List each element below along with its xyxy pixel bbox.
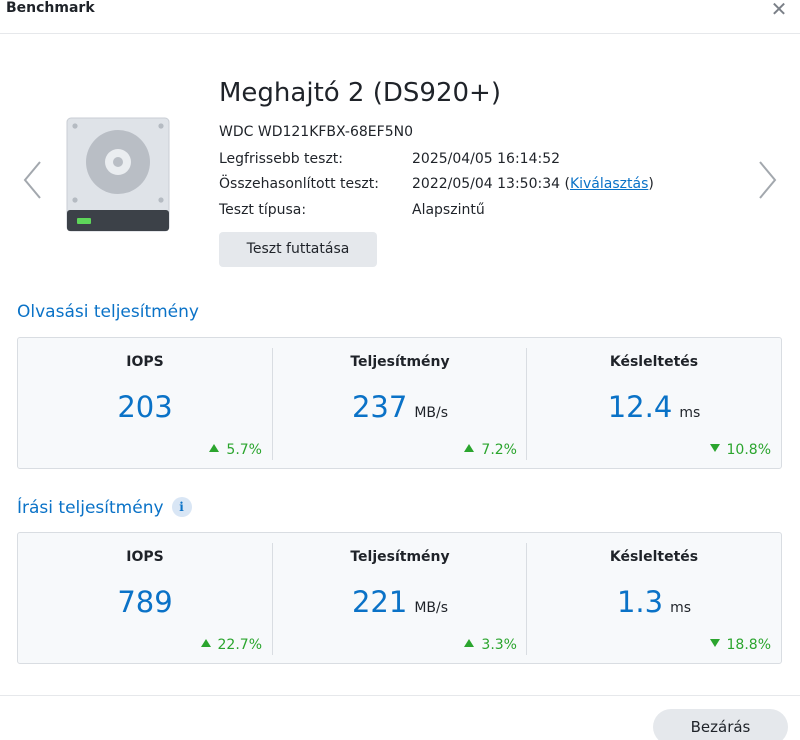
metric-value: 237 MB/s (273, 390, 527, 424)
metric-value: 1.3 ms (527, 585, 781, 619)
previous-drive-button[interactable] (20, 158, 46, 202)
metric-unit: ms (670, 600, 692, 616)
metric-unit: MB/s (414, 600, 449, 616)
metric-label: IOPS (126, 549, 164, 565)
metric-change-value: 10.8% (726, 442, 771, 458)
write-performance-panel: IOPS 789 22.7% Teljesítmény 221 MB/s 3.3%… (17, 532, 782, 664)
metric-change-value: 7.2% (481, 442, 517, 458)
metric-value: 203 (18, 390, 272, 424)
metric-label: Teljesítmény (350, 354, 450, 370)
drive-name: Meghajtó 2 (DS920+) (219, 78, 501, 108)
metric-label: Késleltetés (609, 354, 699, 370)
run-test-button[interactable]: Teszt futtatása (219, 232, 377, 267)
metric-label: Késleltetés (609, 549, 699, 565)
divider (526, 543, 527, 655)
metric-change-value: 5.7% (226, 442, 262, 458)
read-performance-panel: IOPS 203 5.7% Teljesítmény 237 MB/s 7.2% … (17, 337, 782, 469)
arrow-up-icon (209, 444, 220, 452)
metric-change-value: 3.3% (481, 637, 517, 653)
metric-value: 221 MB/s (273, 585, 527, 619)
info-icon[interactable]: i (171, 497, 192, 517)
footer-divider (0, 695, 800, 696)
divider (272, 348, 273, 460)
compared-open-paren: ( (560, 176, 570, 192)
close-button[interactable]: Bezárás (653, 709, 788, 740)
write-throughput-cell: Teljesítmény 221 MB/s 3.3% (273, 533, 527, 663)
close-icon[interactable]: ✕ (770, 0, 788, 21)
arrow-up-icon (464, 639, 475, 647)
write-latency-cell: Késleltetés 1.3 ms 18.8% (527, 533, 781, 663)
test-type-label: Teszt típusa: (219, 202, 307, 218)
chevron-left-icon (23, 161, 41, 199)
arrow-down-icon (709, 639, 720, 647)
window-title: Benchmark (6, 0, 95, 16)
metric-number: 203 (117, 390, 173, 424)
compared-close-paren: ) (648, 176, 654, 192)
metric-number: 789 (117, 585, 173, 619)
write-performance-label: Írási teljesítmény (17, 498, 164, 518)
compared-test-label: Összehasonlított teszt: (219, 176, 379, 192)
metric-change-value: 22.7% (217, 637, 262, 653)
select-comparison-link[interactable]: Kiválasztás (569, 176, 649, 192)
hard-drive-icon (66, 117, 170, 232)
metric-change: 10.8% (709, 442, 771, 458)
metric-label: Teljesítmény (350, 549, 450, 565)
test-type-value: Alapszintű (412, 202, 485, 218)
latest-test-row: Legfrissebb teszt: 2025/04/05 16:14:52 (219, 151, 560, 167)
metric-number: 221 (351, 585, 408, 619)
metric-value: 789 (18, 585, 272, 619)
metric-label: IOPS (126, 354, 164, 370)
metric-unit: MB/s (414, 405, 449, 421)
metric-change: 18.8% (709, 637, 771, 653)
metric-number: 237 (351, 390, 408, 424)
metric-change: 3.3% (464, 637, 517, 653)
metric-change-value: 18.8% (726, 637, 771, 653)
metric-number: 12.4 (607, 390, 673, 424)
divider (272, 543, 273, 655)
next-drive-button[interactable] (754, 158, 780, 202)
drive-led (77, 218, 91, 224)
drive-model: WDC WD121KFBX-68EF5N0 (219, 124, 413, 140)
metric-change: 22.7% (200, 637, 262, 653)
read-latency-cell: Késleltetés 12.4 ms 10.8% (527, 338, 781, 468)
title-bar: Benchmark ✕ (0, 0, 800, 34)
latest-test-value: 2025/04/05 16:14:52 (412, 151, 561, 167)
metric-value: 12.4 ms (527, 390, 781, 424)
compared-test-value: 2022/05/04 13:50:34 (412, 176, 561, 192)
read-performance-label: Olvasási teljesítmény (17, 302, 199, 322)
read-throughput-cell: Teljesítmény 237 MB/s 7.2% (273, 338, 527, 468)
arrow-up-icon (200, 639, 211, 647)
compared-test-row: Összehasonlított teszt: 2022/05/04 13:50:… (219, 176, 654, 192)
read-performance-title: Olvasási teljesítmény (17, 302, 199, 322)
metric-number: 1.3 (616, 585, 664, 619)
arrow-up-icon (464, 444, 475, 452)
test-type-row: Teszt típusa: Alapszintű (219, 202, 485, 218)
chevron-right-icon (759, 161, 777, 199)
write-iops-cell: IOPS 789 22.7% (18, 533, 272, 663)
divider (526, 348, 527, 460)
write-performance-title: Írási teljesítmény i (17, 497, 192, 518)
read-iops-cell: IOPS 203 5.7% (18, 338, 272, 468)
metric-change: 7.2% (464, 442, 517, 458)
metric-unit: ms (679, 405, 701, 421)
metric-change: 5.7% (209, 442, 262, 458)
arrow-down-icon (709, 444, 720, 452)
latest-test-label: Legfrissebb teszt: (219, 151, 344, 167)
